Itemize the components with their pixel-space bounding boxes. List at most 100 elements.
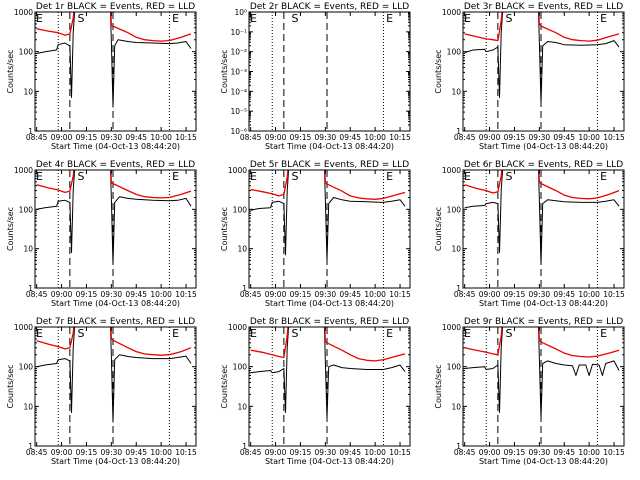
x-tick-label: 09:30: [315, 448, 337, 457]
y-tick-label: 10⁻²: [230, 48, 247, 57]
plot-frame: [34, 11, 197, 132]
plot-frame: [248, 326, 411, 447]
marker-label: E: [172, 327, 179, 340]
marker-label: S: [505, 327, 512, 340]
plot-area: [36, 327, 192, 446]
x-tick-label: 08:45: [26, 133, 48, 142]
y-tick-label: 10⁻¹: [230, 28, 247, 37]
events-series-line: [464, 170, 620, 265]
y-tick-label: 10: [451, 245, 461, 254]
events-series-line: [36, 170, 192, 265]
marker-label: S: [505, 170, 512, 183]
y-tick-label: 100: [447, 48, 462, 57]
x-tick-label: 09:00: [265, 290, 287, 299]
x-tick-label: 10:15: [175, 448, 197, 457]
plot-frame: [248, 11, 411, 132]
y-tick-label: 1000: [442, 323, 461, 332]
y-axis-label: Counts/sec: [6, 49, 15, 93]
x-tick-label: 09:45: [125, 290, 147, 299]
x-tick-label: 09:15: [76, 448, 98, 457]
x-axis-label: Start Time (04-Oct-13 08:44:20): [479, 299, 608, 308]
x-tick-label: 09:45: [553, 133, 575, 142]
y-tick-label: 10: [23, 245, 33, 254]
marker-label: S: [291, 327, 298, 340]
marker-label: S: [77, 327, 84, 340]
plot-area: [464, 327, 620, 446]
panel-title: Det 7r BLACK = Events, RED = LLD: [36, 317, 195, 327]
x-tick-label: 10:00: [364, 290, 386, 299]
y-axis-label: Counts/sec: [6, 364, 15, 408]
y-axis-label: Counts/sec: [434, 207, 443, 251]
x-tick-label: 09:45: [553, 290, 575, 299]
plot-area: [250, 327, 406, 446]
marker-label: E: [386, 12, 393, 25]
y-tick-label: 10⁻⁵: [230, 107, 247, 116]
y-tick-label: 1: [456, 284, 461, 293]
x-tick-label: 08:45: [454, 448, 476, 457]
marker-label: E: [386, 327, 393, 340]
x-tick-label: 10:00: [364, 133, 386, 142]
x-tick-label: 10:00: [150, 448, 172, 457]
plot-frame: [462, 326, 625, 447]
x-axis-label: Start Time (04-Oct-13 08:44:20): [265, 299, 394, 308]
y-tick-label: 1: [28, 442, 33, 451]
y-tick-label: 1000: [14, 8, 33, 17]
y-tick-label: 10: [23, 87, 33, 96]
y-tick-label: 10: [451, 402, 461, 411]
y-tick-label: 10⁻⁶: [230, 127, 247, 136]
marker-label: E: [36, 327, 43, 340]
marker-label: S: [291, 12, 298, 25]
x-tick-label: 09:00: [479, 290, 501, 299]
y-tick-label: 10: [237, 245, 247, 254]
y-tick-label: 1000: [14, 323, 33, 332]
y-tick-label: 10: [23, 402, 33, 411]
marker-label: E: [250, 327, 257, 340]
panel-title: Det 2r BLACK = Events, RED = LLD: [250, 2, 409, 12]
x-tick-label: 10:15: [389, 448, 411, 457]
marker-label: S: [291, 170, 298, 183]
x-tick-label: 09:00: [479, 133, 501, 142]
x-tick-label: 09:30: [101, 290, 123, 299]
events-series-line: [250, 170, 406, 261]
marker-label: E: [386, 170, 393, 183]
x-tick-label: 10:00: [150, 290, 172, 299]
lld-series-line: [250, 327, 406, 362]
x-tick-label: 09:30: [529, 133, 551, 142]
x-tick-label: 09:30: [315, 133, 337, 142]
marker-label: E: [464, 170, 471, 183]
y-tick-label: 1000: [228, 323, 247, 332]
x-tick-label: 09:30: [529, 448, 551, 457]
events-series-line: [464, 12, 620, 104]
x-tick-label: 09:30: [315, 290, 337, 299]
x-tick-label: 09:30: [101, 448, 123, 457]
y-tick-label: 10⁰: [234, 8, 247, 17]
y-tick-label: 100: [233, 205, 248, 214]
x-tick-label: 08:45: [454, 133, 476, 142]
lld-series-line: [250, 170, 406, 200]
x-tick-label: 10:15: [603, 290, 625, 299]
marker-label: S: [77, 170, 84, 183]
lld-series-line: [36, 327, 192, 356]
marker-label: E: [250, 170, 257, 183]
x-axis-label: Start Time (04-Oct-13 08:44:20): [51, 142, 180, 151]
x-axis-label: Start Time (04-Oct-13 08:44:20): [265, 457, 394, 466]
x-tick-label: 09:15: [290, 290, 312, 299]
y-tick-label: 1: [28, 127, 33, 136]
y-tick-label: 100: [19, 205, 34, 214]
y-axis-label: Counts/sec: [220, 207, 229, 251]
y-tick-label: 1000: [442, 166, 461, 175]
x-axis-label: Start Time (04-Oct-13 08:44:20): [265, 142, 394, 151]
events-series-line: [36, 12, 192, 108]
marker-label: S: [77, 12, 84, 25]
x-tick-label: 09:00: [51, 448, 73, 457]
marker-label: E: [600, 170, 607, 183]
plot-area: [250, 170, 406, 288]
x-tick-label: 09:15: [76, 133, 98, 142]
x-axis-label: Start Time (04-Oct-13 08:44:20): [51, 457, 180, 466]
